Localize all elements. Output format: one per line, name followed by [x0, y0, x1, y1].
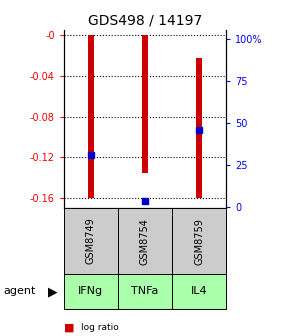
- Text: GSM8759: GSM8759: [194, 218, 204, 264]
- Text: ■: ■: [64, 323, 74, 333]
- Bar: [196, 58, 202, 198]
- Bar: [142, 35, 148, 173]
- Text: agent: agent: [3, 287, 35, 296]
- Bar: [88, 35, 94, 198]
- Title: GDS498 / 14197: GDS498 / 14197: [88, 14, 202, 28]
- Text: IFNg: IFNg: [78, 287, 104, 296]
- Text: ▶: ▶: [48, 285, 58, 298]
- Text: IL4: IL4: [191, 287, 207, 296]
- Text: GSM8754: GSM8754: [140, 218, 150, 264]
- Text: TNFa: TNFa: [131, 287, 159, 296]
- Text: log ratio: log ratio: [81, 323, 119, 332]
- Text: GSM8749: GSM8749: [86, 218, 96, 264]
